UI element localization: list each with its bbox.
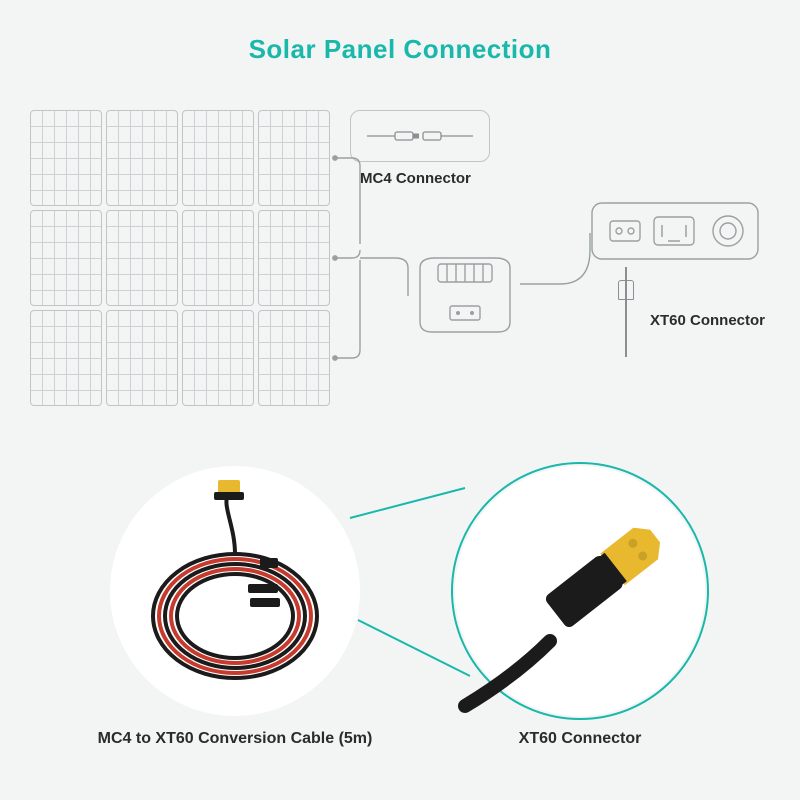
mc4-connector-label: MC4 Connector [360,170,471,187]
solar-panel [258,210,330,306]
solar-panel [258,310,330,406]
bottom-section: MC4 to XT60 Conversion Cable (5m) XT60 C… [0,448,800,788]
power-station-diagram [410,250,520,340]
solar-panel [182,110,254,206]
xt60-cable-line [625,267,627,357]
solar-panel [106,110,178,206]
xt60-connector-circle [455,466,705,716]
xt60-connector-label-top: XT60 Connector [650,312,765,329]
xt60-port-device [590,195,760,267]
solar-panel [30,210,102,306]
solar-panel [30,310,102,406]
page-title: Solar Panel Connection [0,0,800,65]
mc4-connector-diagram [350,110,490,162]
cable-product-circle [110,466,360,716]
solar-panel [30,110,102,206]
solar-panel [106,210,178,306]
solar-panel [182,310,254,406]
xt60-caption: XT60 Connector [460,730,700,748]
solar-panel-array [30,110,330,406]
solar-panel [182,210,254,306]
solar-panel [258,110,330,206]
cable-caption: MC4 to XT60 Conversion Cable (5m) [80,730,390,748]
solar-panel [106,310,178,406]
